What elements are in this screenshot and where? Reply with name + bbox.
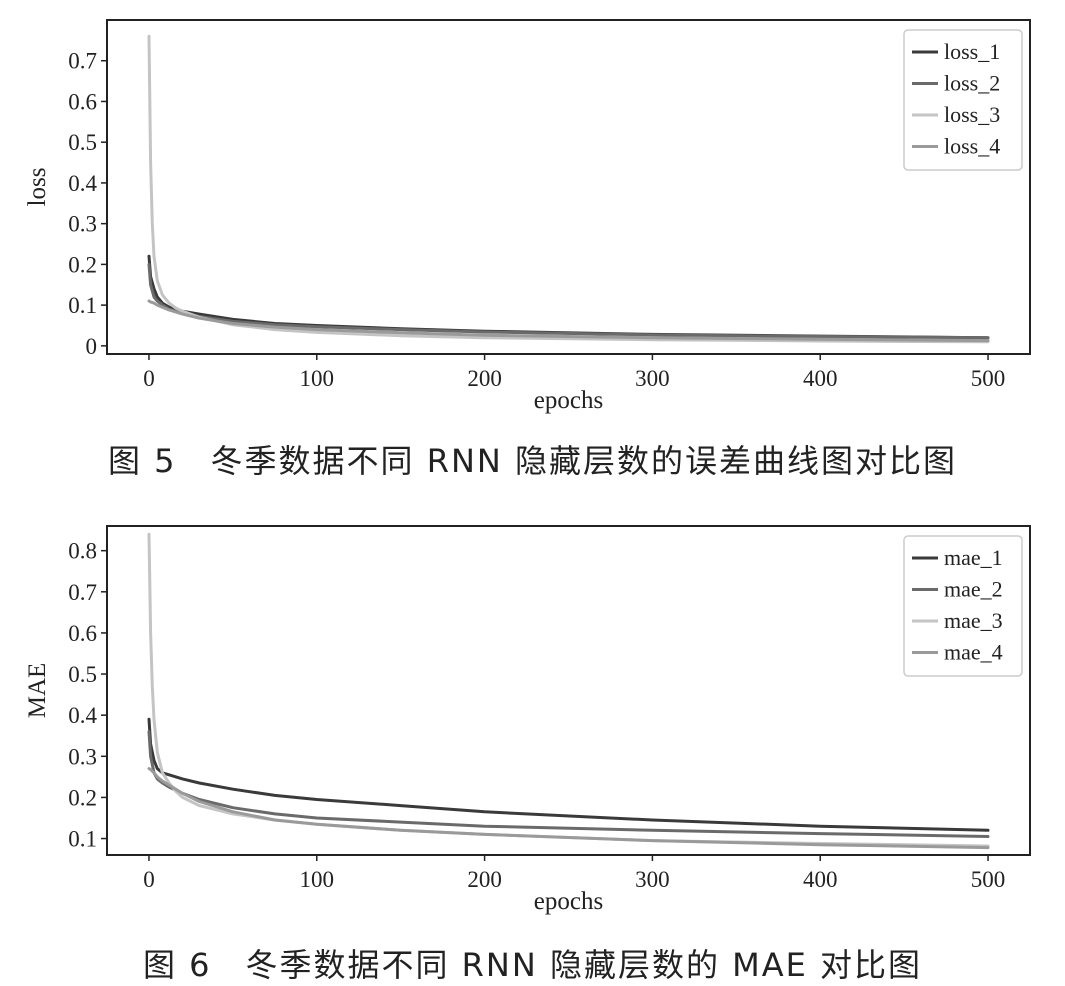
legend-label-mae_4: mae_4 (944, 640, 1003, 665)
x-axis-title: epochs (534, 387, 603, 414)
figure-5-caption: 图 5 冬季数据不同 RNN 隐藏层数的误差曲线图对比图 (108, 442, 957, 480)
legend-label-mae_3: mae_3 (944, 608, 1003, 633)
plot-frame (106, 525, 1031, 856)
y-tick-label: 0.1 (68, 293, 97, 318)
series-line-loss_4 (147, 299, 990, 343)
y-axis-title: loss (24, 168, 51, 207)
legend-box (903, 535, 1023, 677)
x-tick-label: 400 (803, 867, 838, 892)
x-tick-label: 100 (300, 867, 335, 892)
series-line-mae_4 (147, 767, 990, 850)
y-tick-label: 0.6 (68, 621, 97, 646)
series-line-loss_3 (147, 34, 990, 344)
legend-label-loss_4: loss_4 (944, 134, 1000, 159)
x-tick-label: 400 (803, 366, 838, 391)
y-tick-label: 0.5 (68, 130, 97, 155)
series-line-mae_1 (147, 717, 990, 832)
figure-6-caption: 图 6 冬季数据不同 RNN 隐藏层数的 MAE 对比图 (142, 946, 923, 984)
legend-label-loss_3: loss_3 (944, 102, 1000, 127)
x-tick-label: 0 (143, 867, 155, 892)
series-line-loss_2 (147, 262, 990, 340)
y-tick-label: 0.7 (68, 49, 97, 74)
x-tick-label: 100 (300, 366, 335, 391)
x-axis-title: epochs (534, 888, 603, 915)
legend-label-mae_2: mae_2 (944, 577, 1003, 602)
y-tick-label: 0.2 (68, 252, 97, 277)
x-tick-label: 0 (143, 366, 155, 391)
plot-frame (106, 19, 1031, 355)
x-tick-label: 500 (971, 867, 1006, 892)
y-tick-label: 0.1 (68, 827, 97, 852)
x-tick-label: 300 (635, 867, 670, 892)
y-tick-label: 0.3 (68, 212, 97, 237)
y-axis-title: MAE (24, 663, 51, 719)
x-tick-label: 300 (635, 366, 670, 391)
legend-label-mae_1: mae_1 (944, 545, 1003, 570)
x-tick-label: 200 (467, 366, 502, 391)
y-tick-label: 0.4 (68, 703, 97, 728)
y-tick-label: 0.5 (68, 662, 97, 687)
figure-6: 0 100 200 300 400 500 0.1 0.2 0.3 0.4 0.5 0.6 0.7 0.8… (0, 500, 1065, 984)
y-tick-label: 0.8 (68, 539, 97, 564)
loss-chart: 0 100 200 300 400 500 0 0.1 0.2 0.3 0.4 0.5 0.6 0.7 ep… (24, 19, 1031, 414)
legend-label-loss_2: loss_2 (944, 71, 1000, 96)
figure-5: 0 100 200 300 400 500 0 0.1 0.2 0.3 0.4 0.5 0.6 0.7 ep… (0, 0, 1065, 490)
y-tick-label: 0 (86, 334, 98, 359)
y-tick-label: 0.4 (68, 171, 97, 196)
mae-chart: 0 100 200 300 400 500 0.1 0.2 0.3 0.4 0.5 0.6 0.7 0.8… (24, 525, 1031, 915)
x-tick-label: 500 (971, 366, 1006, 391)
y-tick-label: 0.6 (68, 89, 97, 114)
y-tick-label: 0.2 (68, 785, 97, 810)
legend-box (903, 29, 1023, 171)
legend-label-loss_1: loss_1 (944, 39, 1000, 64)
y-tick-label: 0.7 (68, 580, 97, 605)
x-tick-label: 200 (467, 867, 502, 892)
series-line-mae_3 (147, 532, 990, 848)
y-tick-label: 0.3 (68, 744, 97, 769)
